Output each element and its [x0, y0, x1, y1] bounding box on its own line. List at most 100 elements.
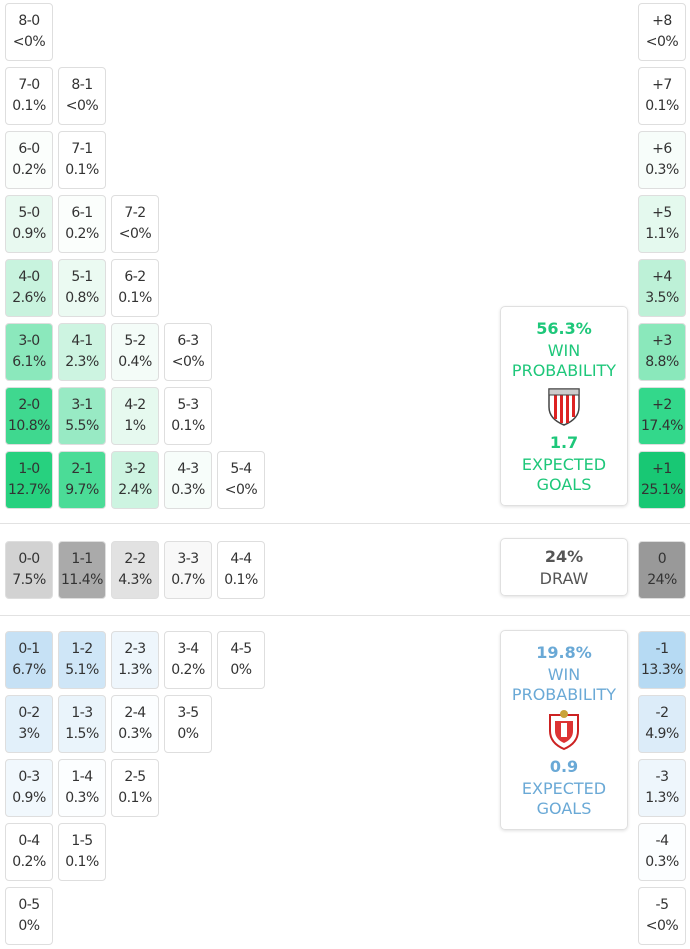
probability: <0% [12, 34, 46, 50]
score-cell: 3-3 0.7% [164, 541, 212, 599]
score-cell: 3-2 2.4% [111, 451, 159, 509]
goal-margin: +7 [652, 77, 672, 93]
probability: 1.3% [645, 790, 679, 806]
score-cell: +8 <0% [638, 3, 686, 61]
probability: 24% [647, 572, 677, 588]
win-label: WIN PROBABILITY [511, 665, 617, 704]
score-cell: +7 0.1% [638, 67, 686, 125]
scoreline: 1-1 [71, 551, 93, 567]
probability: 0.1% [12, 98, 46, 114]
probability: 0.1% [171, 418, 205, 434]
score-cell: 0-2 3% [5, 695, 53, 753]
home-crest [548, 388, 580, 426]
probability: 13.3% [641, 662, 683, 678]
goal-margin: +5 [652, 205, 672, 221]
probability: 7.5% [12, 572, 46, 588]
probability: 0.8% [65, 290, 99, 306]
score-cell: -3 1.3% [638, 759, 686, 817]
score-cell: 6-2 0.1% [111, 259, 159, 317]
scoreline: 0-4 [18, 833, 40, 849]
score-cell: 7-0 0.1% [5, 67, 53, 125]
scoreline: 7-2 [124, 205, 146, 221]
scoreline: 6-3 [177, 333, 199, 349]
probability: 0.2% [12, 162, 46, 178]
score-cell: 1-3 1.5% [58, 695, 106, 753]
goal-margin: +1 [652, 461, 672, 477]
score-cell: 2-4 0.3% [111, 695, 159, 753]
scoreline: 2-2 [124, 551, 146, 567]
scoreline: 4-2 [124, 397, 146, 413]
scoreline: 3-3 [177, 551, 199, 567]
scoreline: 2-4 [124, 705, 146, 721]
goal-margin: -3 [655, 769, 669, 785]
probability: 0.3% [171, 482, 205, 498]
score-cell: +4 3.5% [638, 259, 686, 317]
probability: 8.8% [645, 354, 679, 370]
scoreline: 6-1 [71, 205, 93, 221]
divider [0, 523, 690, 524]
divider [0, 615, 690, 616]
probability: 0.2% [65, 226, 99, 242]
scoreline: 1-2 [71, 641, 93, 657]
score-cell: 4-0 2.6% [5, 259, 53, 317]
goal-margin: -4 [655, 833, 669, 849]
score-cell: 4-5 0% [217, 631, 265, 689]
probability: 5.5% [65, 418, 99, 434]
probability: 1.3% [118, 662, 152, 678]
scoreline: 3-2 [124, 461, 146, 477]
score-cell: 0-3 0.9% [5, 759, 53, 817]
score-cell: 4-4 0.1% [217, 541, 265, 599]
probability: 4.3% [118, 572, 152, 588]
score-cell: 6-3 <0% [164, 323, 212, 381]
score-cell: 1-5 0.1% [58, 823, 106, 881]
score-cell: 8-1 <0% [58, 67, 106, 125]
score-cell: 5-0 0.9% [5, 195, 53, 253]
score-cell: 1-0 12.7% [5, 451, 53, 509]
scoreline: 3-0 [18, 333, 40, 349]
probability: 0.3% [645, 162, 679, 178]
score-cell: 5-2 0.4% [111, 323, 159, 381]
probability: 2.6% [12, 290, 46, 306]
probability: 3% [18, 726, 40, 742]
score-cell: 3-4 0.2% [164, 631, 212, 689]
score-cell: -1 13.3% [638, 631, 686, 689]
score-cell: 7-2 <0% [111, 195, 159, 253]
probability: 2.4% [118, 482, 152, 498]
probability: <0% [645, 918, 679, 934]
probability: 6.1% [12, 354, 46, 370]
score-cell: 5-1 0.8% [58, 259, 106, 317]
probability: 1% [124, 418, 146, 434]
scoreline: 0-0 [18, 551, 40, 567]
probability: 0% [230, 662, 252, 678]
scoreline: 2-3 [124, 641, 146, 657]
score-cell: -5 <0% [638, 887, 686, 945]
scoreline: 4-0 [18, 269, 40, 285]
probability: 25.1% [641, 482, 683, 498]
probability: 0% [177, 726, 199, 742]
scoreline: 0-1 [18, 641, 40, 657]
scoreline: 4-1 [71, 333, 93, 349]
probability: <0% [118, 226, 152, 242]
goal-margin: -2 [655, 705, 669, 721]
probability: 1.5% [65, 726, 99, 742]
probability: 0.1% [224, 572, 258, 588]
probability: 0.9% [12, 226, 46, 242]
probability: 1.1% [645, 226, 679, 242]
win-label: WIN PROBABILITY [511, 341, 617, 380]
score-cell: 4-1 2.3% [58, 323, 106, 381]
scoreline: 0-2 [18, 705, 40, 721]
draw-probability: 24% [544, 547, 584, 566]
scoreline: 1-3 [71, 705, 93, 721]
scoreline: 5-1 [71, 269, 93, 285]
draw-panel: 24% DRAW [500, 538, 628, 596]
scoreline: 7-1 [71, 141, 93, 157]
scoreline: 3-4 [177, 641, 199, 657]
score-cell: 3-5 0% [164, 695, 212, 753]
score-cell: +6 0.3% [638, 131, 686, 189]
scoreline: 3-5 [177, 705, 199, 721]
scoreline: 1-0 [18, 461, 40, 477]
score-cell: 2-0 10.8% [5, 387, 53, 445]
probability: 11.4% [61, 572, 103, 588]
scoreline: 2-0 [18, 397, 40, 413]
